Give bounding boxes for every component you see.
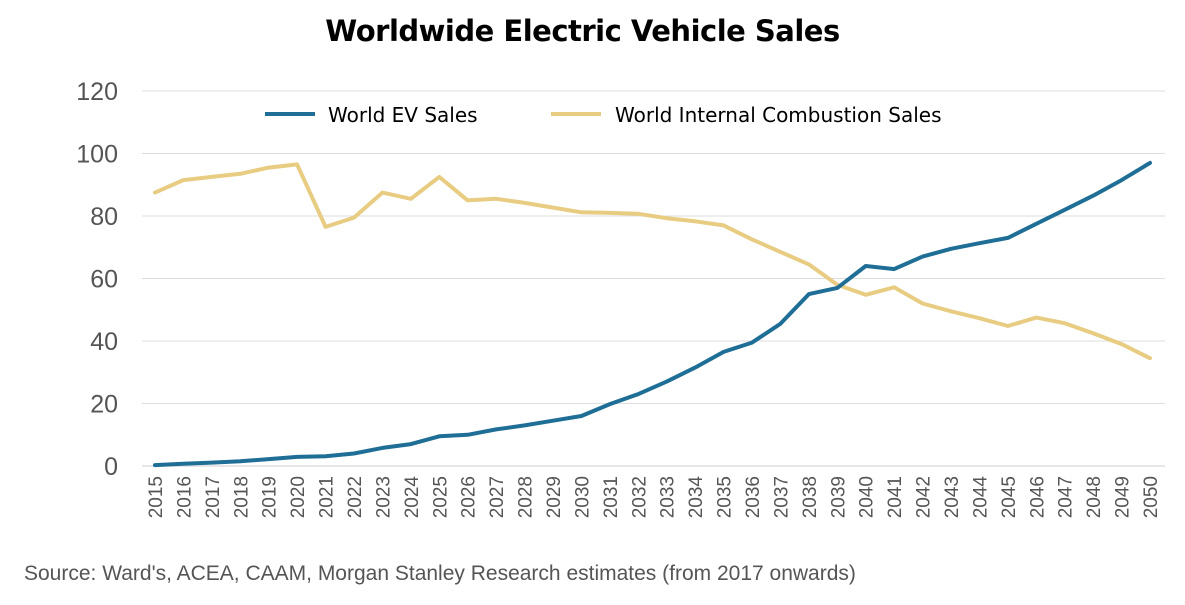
y-tick-label: 20 [90, 391, 118, 419]
x-tick-label: 2026 [459, 476, 480, 518]
x-tick-label: 2043 [942, 476, 963, 518]
y-tick-label: 100 [76, 141, 118, 169]
source-note: Source: Ward's, ACEA, CAAM, Morgan Stanl… [24, 562, 856, 585]
x-tick-label: 2044 [970, 476, 991, 519]
x-axis-ticks: 2015 2016 2017 2018 2019 2020 2021 2022 2023 2024… [146, 476, 1162, 519]
x-tick-label: 2045 [999, 476, 1020, 518]
x-tick-label: 2030 [572, 476, 593, 518]
x-tick-label: 2033 [658, 476, 679, 518]
x-tick-label: 2019 [260, 476, 281, 518]
x-tick-label: 2040 [857, 476, 878, 518]
legend: World EV Sales World Internal Combustion… [265, 103, 941, 127]
x-tick-label: 2021 [317, 476, 338, 518]
x-tick-label: 2041 [885, 476, 906, 518]
legend-label-ev: World EV Sales [328, 103, 478, 127]
legend-label-ice: World Internal Combustion Sales [615, 103, 941, 127]
x-tick-label: 2015 [146, 476, 167, 518]
x-tick-label: 2042 [914, 476, 935, 518]
series-lines [153, 160, 1152, 468]
x-tick-label: 2029 [544, 476, 565, 518]
y-tick-label: 40 [90, 328, 118, 356]
series-line-ev-sales [153, 160, 1152, 468]
y-tick-label: 0 [104, 453, 118, 481]
x-tick-label: 2050 [1141, 476, 1162, 518]
x-tick-label: 2022 [345, 476, 366, 518]
x-tick-label: 2034 [686, 476, 707, 519]
x-tick-label: 2048 [1084, 476, 1105, 518]
y-axis-ticks: 0 20 40 60 80 100 120 [76, 78, 118, 481]
x-tick-label: 2020 [288, 476, 309, 518]
x-tick-label: 2024 [402, 476, 423, 519]
x-tick-label: 2049 [1113, 476, 1134, 518]
y-tick-label: 80 [90, 203, 118, 231]
x-tick-label: 2038 [800, 476, 821, 518]
x-tick-label: 2023 [373, 476, 394, 518]
x-tick-label: 2046 [1027, 476, 1048, 518]
gridlines [142, 90, 1165, 467]
x-tick-label: 2031 [601, 476, 622, 518]
x-tick-label: 2035 [715, 476, 736, 518]
x-tick-label: 2025 [430, 476, 451, 518]
x-tick-label: 2032 [629, 476, 650, 518]
x-tick-label: 2028 [516, 476, 537, 518]
x-tick-label: 2039 [828, 476, 849, 518]
x-tick-label: 2017 [203, 476, 224, 518]
y-tick-label: 120 [76, 78, 118, 106]
chart-title: Worldwide Electric Vehicle Sales [325, 14, 840, 48]
y-tick-label: 60 [90, 266, 118, 294]
x-tick-label: 2027 [487, 476, 508, 518]
x-tick-label: 2047 [1056, 476, 1077, 518]
x-tick-label: 2037 [771, 476, 792, 518]
x-tick-label: 2036 [743, 476, 764, 518]
x-tick-label: 2018 [231, 476, 252, 518]
series-line-ice-sales [153, 162, 1152, 361]
x-tick-label: 2016 [174, 476, 195, 518]
